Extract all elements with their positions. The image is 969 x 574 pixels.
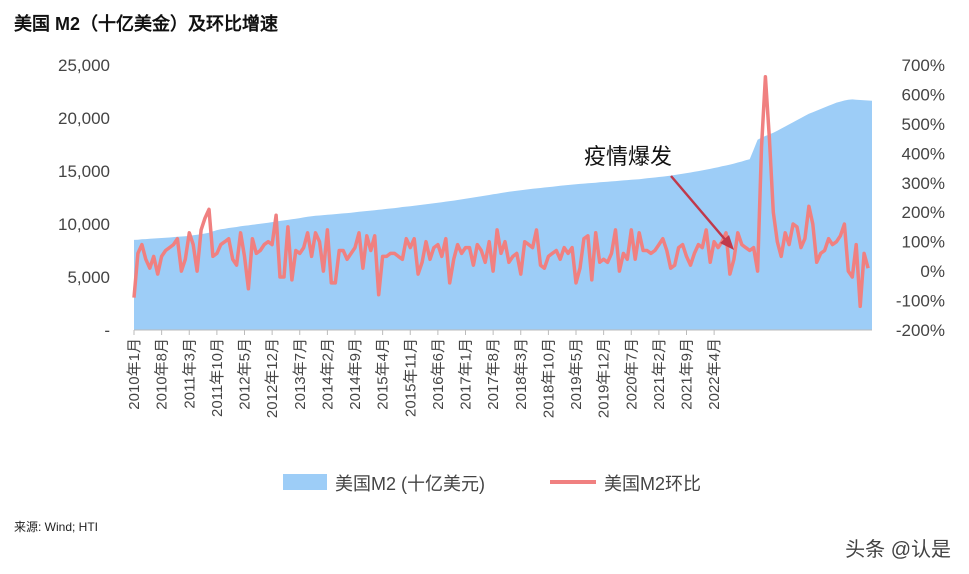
source-note: 来源: Wind; HTI bbox=[14, 520, 99, 534]
x-tick-label: 2014年2月 bbox=[319, 338, 336, 410]
x-tick-label: 2014年9月 bbox=[347, 338, 364, 410]
x-tick-label: 2013年7月 bbox=[292, 338, 309, 410]
m2-mom-line-layer bbox=[132, 75, 870, 309]
right-tick-label: 300% bbox=[902, 174, 945, 193]
left-tick-label: 10,000 bbox=[58, 215, 110, 234]
x-tick-label: 2018年10月 bbox=[540, 338, 557, 418]
x-tick-label: 2012年12月 bbox=[264, 338, 281, 418]
left-tick-label: 20,000 bbox=[58, 109, 110, 128]
x-tick-label: 2020年7月 bbox=[623, 338, 640, 410]
left-tick-label: 15,000 bbox=[58, 162, 110, 181]
x-tick-label: 2017年1月 bbox=[458, 338, 475, 410]
annotation-arrowhead bbox=[720, 235, 734, 250]
left-tick-label: 25,000 bbox=[58, 56, 110, 75]
left-tick-label: 5,000 bbox=[67, 268, 110, 287]
right-tick-label: 700% bbox=[902, 56, 945, 75]
x-tick-label: 2015年4月 bbox=[375, 338, 392, 410]
x-tick-label: 2019年12月 bbox=[596, 338, 613, 418]
x-tick-label: 2011年3月 bbox=[181, 338, 198, 409]
legend-label-line: 美国M2环比 bbox=[604, 474, 701, 494]
x-tick-label: 2021年2月 bbox=[651, 338, 668, 410]
axes-layer: - 5,000 10,000 15,000 20,000 25,000 -200% -100%… bbox=[58, 56, 945, 418]
chart-title: 美国 M2（十亿美金）及环比增速 bbox=[14, 14, 279, 34]
left-tick-label: - bbox=[104, 321, 110, 340]
right-tick-label: -200% bbox=[896, 321, 945, 340]
x-tick-label: 2010年8月 bbox=[154, 338, 171, 410]
legend-swatch-area bbox=[283, 474, 327, 490]
right-tick-label: 500% bbox=[902, 115, 945, 134]
right-tick-label: 100% bbox=[902, 233, 945, 252]
right-tick-label: 0% bbox=[920, 262, 945, 281]
right-tick-label: 600% bbox=[902, 85, 945, 104]
x-tick-label: 2022年4月 bbox=[706, 338, 723, 410]
annotation-text: 疫情爆发 bbox=[584, 144, 672, 169]
annotation-arrow-line bbox=[670, 175, 729, 244]
x-tick-label: 2017年8月 bbox=[485, 338, 502, 410]
right-tick-label: -100% bbox=[896, 292, 945, 311]
legend: 美国M2 (十亿美元) 美国M2环比 bbox=[283, 474, 701, 494]
right-tick-label: 400% bbox=[902, 144, 945, 163]
m2-area bbox=[134, 99, 872, 331]
m2-mom-line bbox=[132, 75, 870, 309]
legend-label-area: 美国M2 (十亿美元) bbox=[335, 474, 485, 494]
x-tick-label: 2015年11月 bbox=[402, 338, 419, 417]
x-tick-label: 2021年9月 bbox=[679, 338, 696, 410]
x-tick-label: 2011年10月 bbox=[209, 338, 226, 417]
annotation-layer: 疫情爆发 bbox=[584, 144, 734, 250]
watermark: 头条 @认是 bbox=[845, 539, 951, 561]
x-tick-label: 2016年6月 bbox=[430, 338, 447, 410]
x-tick-label: 2012年5月 bbox=[237, 338, 254, 410]
x-tick-label: 2019年5月 bbox=[568, 338, 585, 410]
x-tick-label: 2018年3月 bbox=[513, 338, 530, 410]
x-tick-label: 2010年1月 bbox=[126, 338, 143, 410]
right-tick-label: 200% bbox=[902, 203, 945, 222]
m2-area-layer bbox=[134, 99, 872, 331]
